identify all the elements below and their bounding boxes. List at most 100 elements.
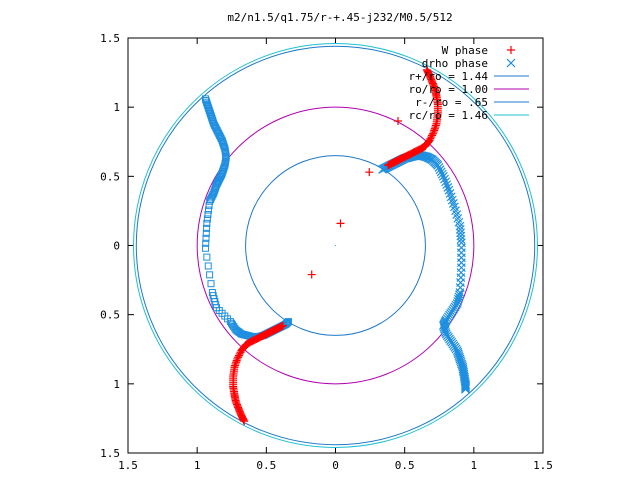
y-tick-label: 1.5	[100, 32, 120, 45]
y-tick-label: 0	[113, 240, 120, 253]
center-point	[334, 244, 337, 247]
data-point	[284, 318, 292, 326]
data-point	[234, 351, 243, 360]
data-point	[457, 359, 467, 369]
data-point	[439, 322, 449, 332]
data-point	[428, 129, 437, 138]
x-tick-label: 1.5	[533, 459, 553, 472]
data-point	[394, 117, 403, 125]
y-tick-label: 0.5	[100, 170, 120, 183]
data-point	[461, 381, 470, 391]
data-point	[435, 165, 445, 175]
data-point	[456, 234, 466, 244]
data-point	[336, 219, 345, 228]
reference-circles	[133, 43, 538, 448]
data-point	[433, 160, 443, 170]
legend-label: r-/ro = .65	[415, 96, 488, 109]
data-point	[461, 382, 470, 392]
data-point	[447, 195, 457, 205]
legend-label: rc/ro = 1.46	[409, 109, 488, 122]
chart-title: m2/n1.5/q1.75/r-+.45-j232/M0.5/512	[227, 11, 452, 24]
data-point	[453, 347, 463, 357]
x-tick-label: 0.5	[256, 459, 276, 472]
reference-circle	[245, 155, 426, 336]
data-point	[201, 244, 209, 252]
data-point	[454, 351, 464, 361]
data-point	[240, 417, 249, 426]
y-tick-label: 1	[113, 101, 120, 114]
data-point	[426, 134, 435, 143]
data-point	[203, 224, 211, 232]
data-point	[453, 349, 463, 359]
data-point	[452, 346, 462, 356]
data-point	[456, 357, 466, 367]
legend-label: r+/ro = 1.44	[409, 70, 489, 83]
data-point	[444, 185, 454, 195]
data-point	[206, 197, 214, 205]
data-point	[461, 380, 470, 390]
data-point	[507, 46, 515, 54]
data-point	[422, 65, 431, 74]
data-point	[461, 383, 470, 393]
data-markers	[201, 65, 470, 426]
data-point	[455, 352, 464, 362]
data-point	[446, 192, 456, 202]
data-point	[205, 206, 213, 214]
x-tick-label: 1	[471, 459, 478, 472]
reference-circle	[135, 45, 536, 446]
data-point	[283, 319, 291, 327]
data-point	[425, 136, 434, 145]
data-point	[235, 349, 244, 358]
y-tick-label: 1	[113, 378, 120, 391]
data-point	[442, 180, 452, 190]
data-point	[365, 168, 374, 177]
data-point	[445, 189, 455, 198]
data-point	[284, 318, 292, 326]
data-point	[237, 346, 246, 355]
data-point	[202, 239, 210, 247]
data-point	[202, 234, 210, 242]
data-point	[236, 348, 245, 357]
data-point	[438, 321, 448, 331]
data-point	[207, 280, 215, 288]
data-point	[234, 353, 243, 362]
data-point	[434, 163, 444, 172]
data-point	[436, 167, 446, 177]
x-tick-label: 1.5	[118, 459, 138, 472]
data-point	[437, 169, 447, 179]
legend-label: ro/ro = 1.00	[409, 83, 488, 96]
data-point	[204, 211, 212, 219]
data-point	[448, 199, 458, 208]
y-tick-label: 1.5	[100, 447, 120, 460]
x-tick-label: 1	[194, 459, 201, 472]
y-tick-label: 0.5	[100, 309, 120, 322]
data-point	[202, 229, 210, 237]
data-point	[440, 324, 449, 334]
data-point	[461, 384, 470, 394]
data-point	[440, 326, 450, 336]
x-tick-label: 0	[332, 459, 339, 472]
data-point	[206, 271, 214, 279]
data-point	[203, 215, 211, 223]
data-point	[307, 270, 316, 279]
data-point	[441, 177, 451, 187]
data-point	[443, 182, 453, 192]
reference-circle	[196, 106, 475, 385]
data-point	[203, 219, 211, 227]
data-point	[438, 171, 448, 181]
data-point	[456, 356, 465, 366]
data-point	[203, 253, 211, 261]
data-point	[204, 262, 212, 270]
data-point	[440, 174, 449, 184]
data-point	[427, 133, 436, 142]
x-tick-label: 0.5	[395, 459, 415, 472]
axis-ticks: 1.5 1 0.5 0 0.5 1 1.51.510.500.511.5	[100, 32, 553, 472]
legend-label: drho phase	[422, 57, 488, 70]
data-point	[205, 202, 213, 210]
legend-label: W phase	[442, 44, 488, 57]
data-point	[506, 58, 516, 68]
reference-circle	[133, 43, 538, 448]
data-point	[428, 131, 437, 140]
